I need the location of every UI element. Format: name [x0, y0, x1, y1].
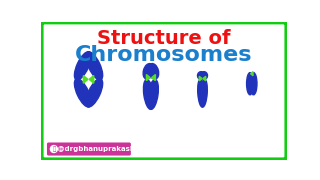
Ellipse shape [86, 79, 103, 107]
Polygon shape [146, 75, 150, 81]
Text: Chromosomes: Chromosomes [75, 46, 253, 66]
Ellipse shape [86, 52, 103, 80]
Ellipse shape [75, 52, 91, 80]
Text: Structure of: Structure of [97, 29, 231, 48]
Ellipse shape [198, 79, 205, 107]
Ellipse shape [197, 72, 204, 79]
FancyBboxPatch shape [47, 143, 131, 156]
Ellipse shape [148, 64, 159, 79]
Ellipse shape [201, 72, 207, 79]
FancyBboxPatch shape [41, 22, 287, 160]
Polygon shape [152, 75, 156, 81]
Circle shape [51, 146, 57, 152]
Polygon shape [251, 72, 253, 76]
Ellipse shape [143, 80, 154, 109]
Ellipse shape [247, 73, 253, 95]
Text: ⓘ: ⓘ [52, 146, 55, 152]
Ellipse shape [148, 80, 158, 109]
Polygon shape [199, 76, 202, 81]
Ellipse shape [200, 79, 207, 107]
Polygon shape [89, 75, 94, 83]
Text: @drgbhanuprakash: @drgbhanuprakash [55, 146, 135, 152]
Ellipse shape [250, 73, 257, 95]
Polygon shape [83, 75, 88, 83]
Ellipse shape [143, 64, 153, 79]
Polygon shape [203, 76, 206, 81]
Ellipse shape [75, 79, 91, 107]
